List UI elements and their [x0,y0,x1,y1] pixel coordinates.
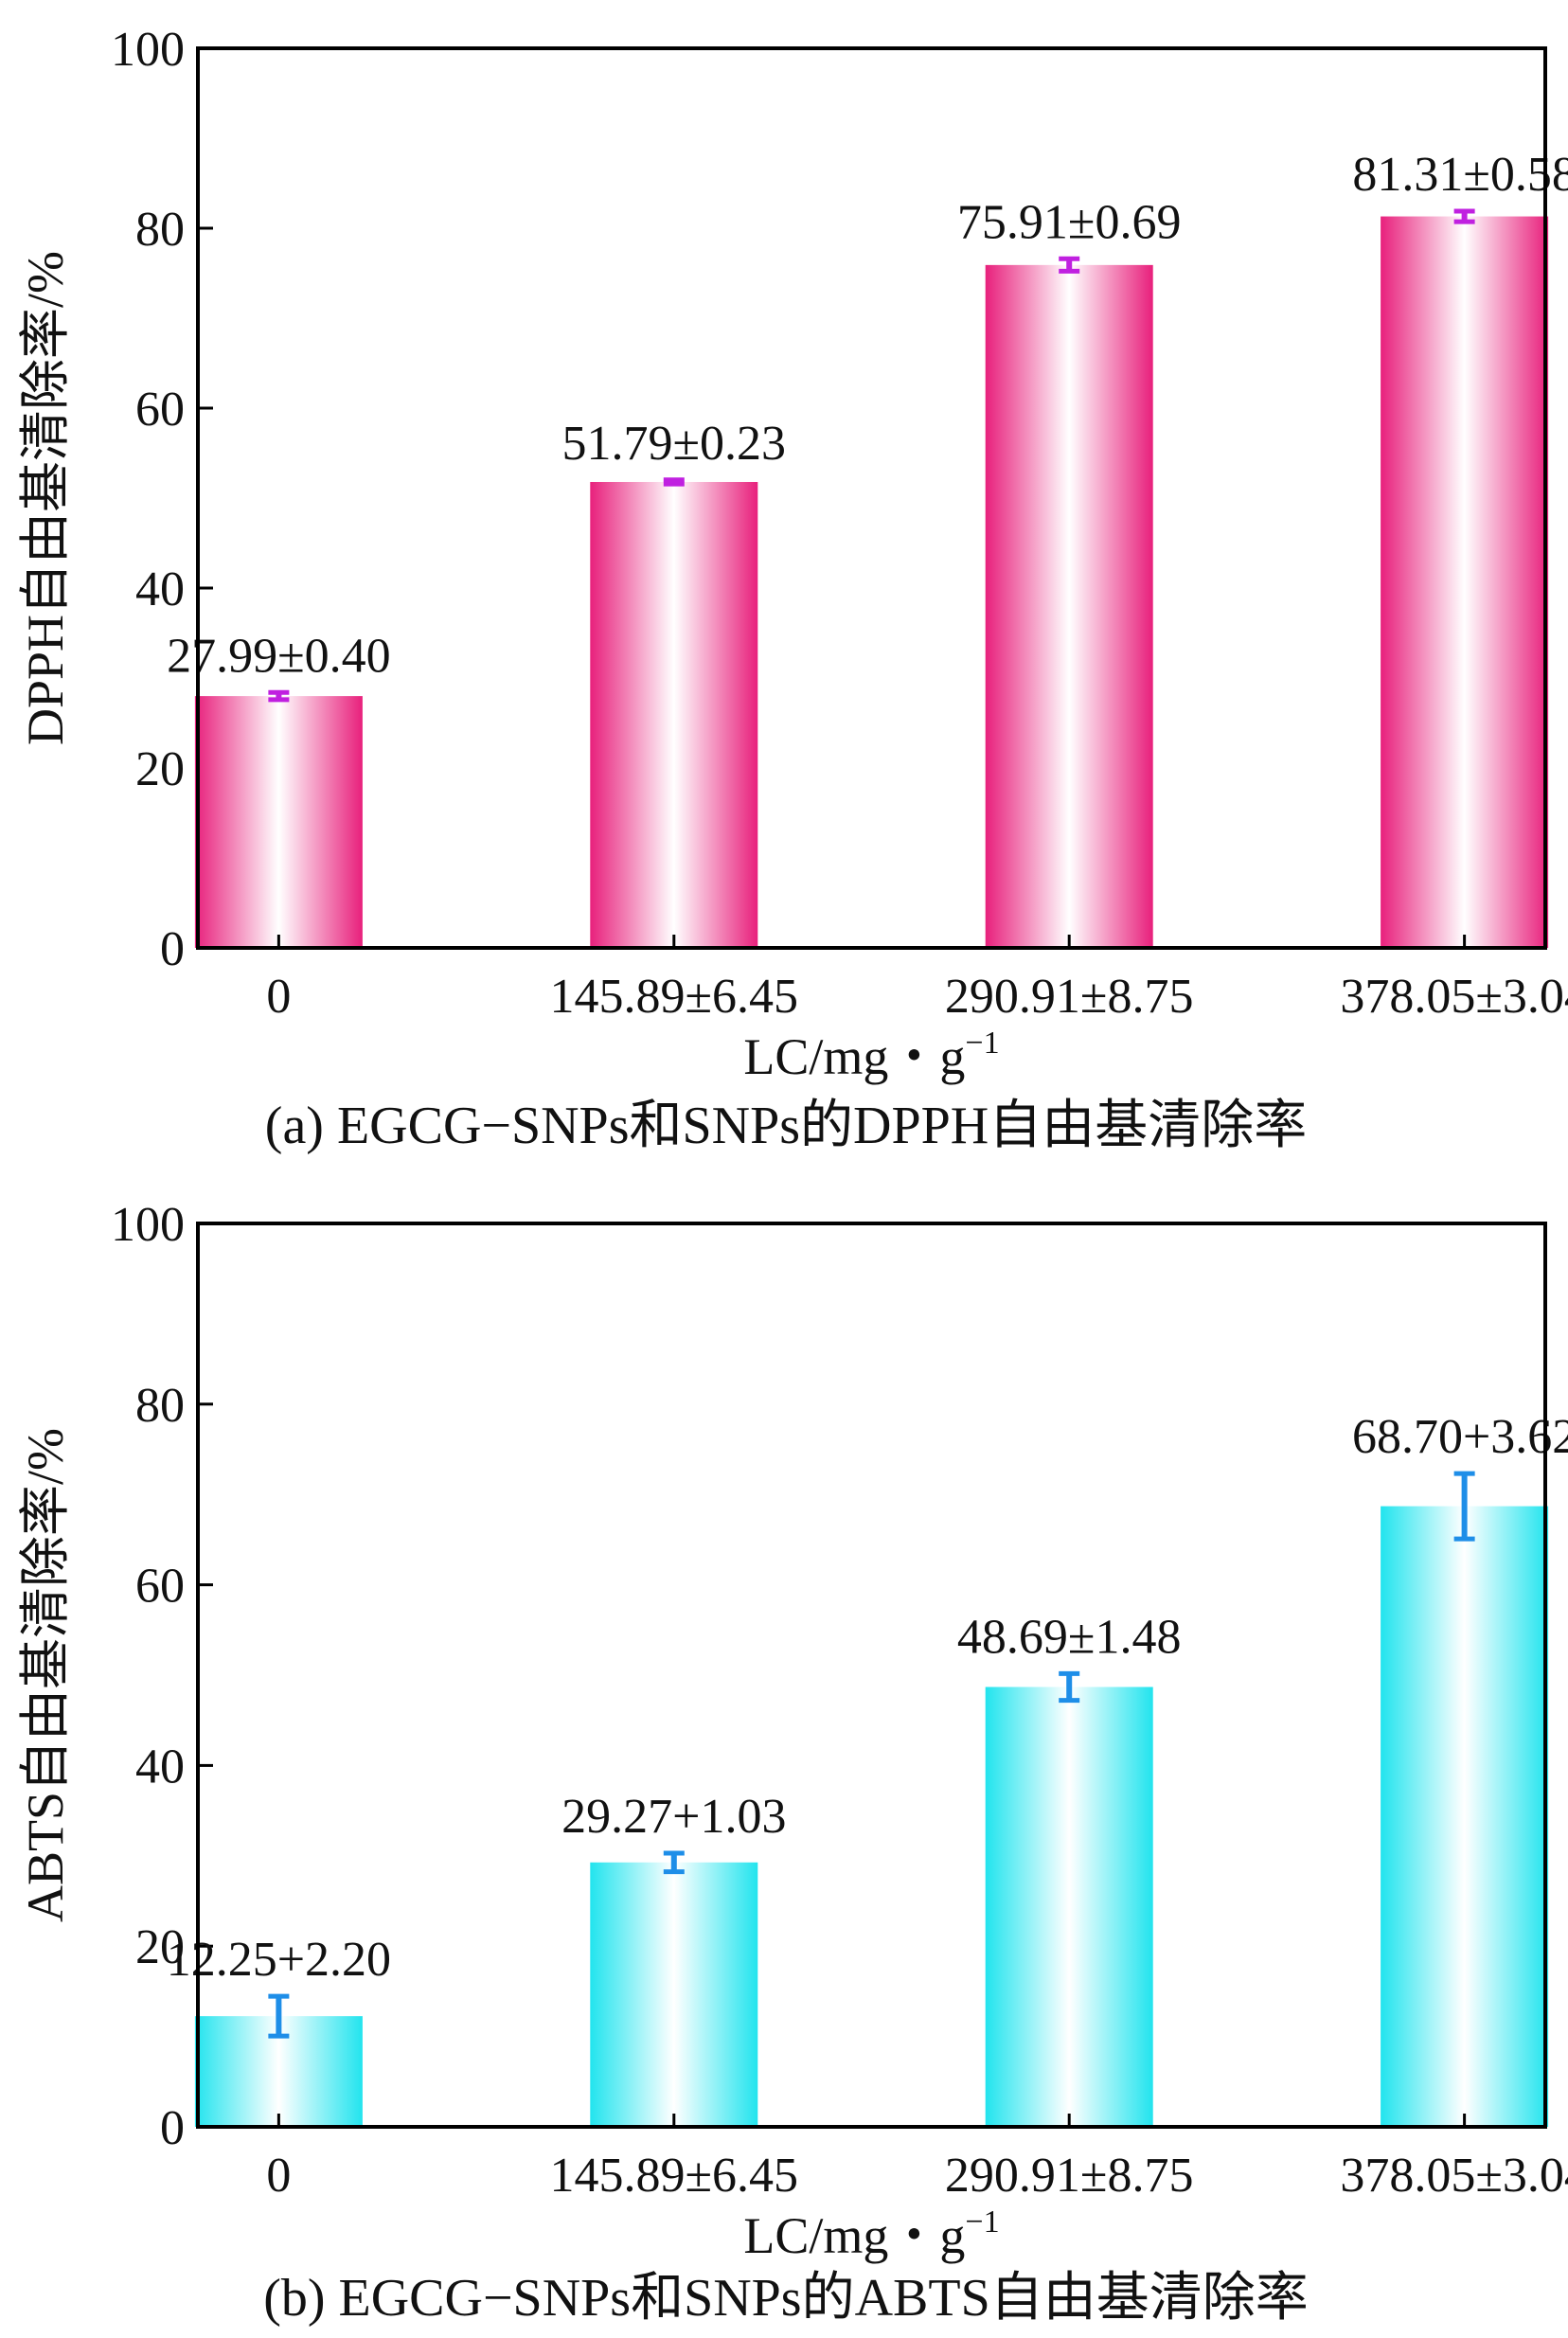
y-tick-label: 40 [135,1740,185,1794]
data-label-2: 75.91±0.69 [957,195,1182,249]
y-tick-label: 40 [135,562,185,616]
x-axis-label: LC/mg・g−1 [743,2204,999,2264]
error-bar-1 [663,1850,685,1875]
y-tick-label: 80 [135,203,185,257]
data-label-1: 29.27+1.03 [561,1790,786,1844]
bar-2 [985,264,1153,949]
error-bar-3 [1453,1471,1475,1542]
error-bar-2 [1059,256,1080,274]
error-bar-2 [1059,1670,1080,1704]
x-tick-label: 378.05±3.04 [1340,970,1568,1024]
bar-1 [590,1862,758,2127]
error-bar-0 [268,1993,290,2039]
y-tick-label: 60 [135,383,185,437]
y-tick-label: 100 [111,23,185,77]
x-tick-label: 145.89±6.45 [550,970,799,1024]
chart-panel-b: 0 20 40 60 80 100 12.25+2.20 0 29.27+1.03 145.89±… [17,1198,1568,2328]
y-tick-label: 20 [135,1920,185,1974]
bar-0 [194,696,363,948]
data-label-0: 12.25+2.20 [167,1933,391,1987]
error-bar-3 [1453,208,1475,224]
x-tick-label: 0 [266,970,291,1024]
panel-caption: (a) EGCG−SNPs和SNPs的DPPH自由基清除率 [265,1097,1307,1155]
plot-frame [196,46,1547,950]
bar-2 [985,1687,1153,2127]
y-tick-label: 60 [135,1560,185,1614]
data-label-3: 81.31±0.58 [1352,148,1568,202]
y-axis-label: DPPH自由基清除率/% [17,251,74,745]
plot-frame [196,1222,1547,2129]
bar-1 [590,481,758,948]
bar-3 [1381,216,1549,948]
x-tick-label: 378.05±3.04 [1340,2149,1568,2203]
y-tick-label: 0 [160,922,185,976]
panel-caption: (b) EGCG−SNPs和SNPs的ABTS自由基清除率 [263,2269,1309,2328]
x-tick-label: 145.89±6.45 [550,2149,799,2203]
y-tick-label: 100 [111,1198,185,1252]
error-bar-1 [663,477,685,487]
x-tick-label: 290.91±8.75 [945,2149,1194,2203]
data-label-3: 68.70+3.62 [1352,1410,1568,1464]
chart-panel-a: 0 20 40 60 80 100 27.99±0.40 0 51.79±0.23 145.89±… [17,23,1568,1155]
x-tick-label: 0 [266,2149,291,2203]
data-label-0: 27.99±0.40 [167,629,391,683]
y-axis-label: ABTS自由基清除率/% [17,1428,74,1922]
y-tick-label: 80 [135,1379,185,1433]
data-label-2: 48.69±1.48 [957,1610,1182,1664]
error-bar-0 [268,689,290,703]
y-tick-label: 20 [135,742,185,796]
y-tick-label: 0 [160,2101,185,2155]
data-label-1: 51.79±0.23 [562,417,787,471]
bar-3 [1381,1506,1549,2127]
x-tick-label: 290.91±8.75 [945,970,1194,1024]
x-axis-label: LC/mg・g−1 [743,1026,999,1085]
